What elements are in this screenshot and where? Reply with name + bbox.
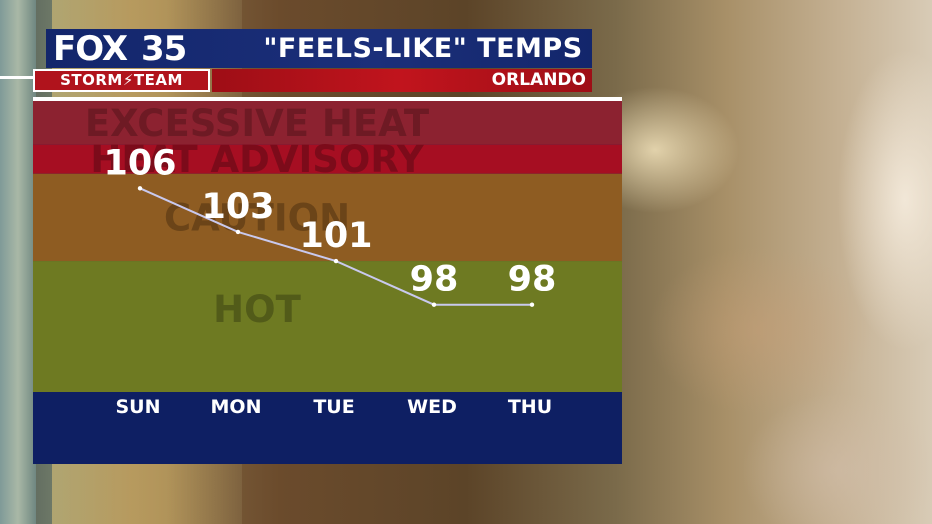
location-bar: [212, 69, 592, 92]
band-caution: [33, 173, 622, 262]
data-label: 103: [201, 187, 274, 227]
header-accent-line: [0, 76, 33, 79]
data-label: 106: [103, 143, 176, 183]
lightning-bolt-icon: ⚡: [122, 71, 134, 89]
data-label: 98: [508, 260, 557, 300]
band-excessive-heat: [33, 101, 622, 145]
x-tick-label: SUN: [115, 396, 160, 418]
location-label: ORLANDO: [491, 70, 586, 90]
data-label: 98: [410, 260, 459, 300]
x-tick-label: TUE: [313, 396, 354, 418]
logo-fox: FOX: [53, 29, 128, 69]
band-label-heat-advisory: HEAT ADVISORY: [90, 138, 424, 181]
page-title: "FEELS-LIKE" TEMPS: [263, 33, 583, 64]
x-tick-label: THU: [508, 396, 552, 418]
data-point: [333, 258, 339, 264]
background-post: [0, 0, 36, 524]
header-bar: [46, 29, 592, 68]
data-label: 101: [299, 216, 372, 256]
band-hot: [33, 261, 622, 392]
data-point: [431, 302, 437, 307]
storm-team-badge: [33, 69, 210, 92]
band-heat-advisory: [33, 144, 622, 174]
data-point: [529, 302, 535, 307]
x-tick-label: WED: [407, 396, 457, 418]
band-label-hot: HOT: [213, 288, 301, 331]
x-tick-label: MON: [211, 396, 262, 418]
data-point: [235, 229, 241, 235]
storm-label-left: STORM: [60, 71, 123, 89]
data-point: [137, 186, 143, 191]
logo-channel-number: 35: [141, 29, 187, 69]
band-label-excessive-heat: EXCESSIVE HEAT: [85, 102, 430, 145]
feels-like-chart: EXCESSIVE HEAT HEAT ADVISORY CAUTION HOT 106…: [33, 97, 622, 464]
band-label-caution: CAUTION: [164, 196, 350, 239]
storm-label-right: TEAM: [133, 71, 183, 89]
storm-team-label: STORM⚡TEAM: [33, 69, 210, 92]
